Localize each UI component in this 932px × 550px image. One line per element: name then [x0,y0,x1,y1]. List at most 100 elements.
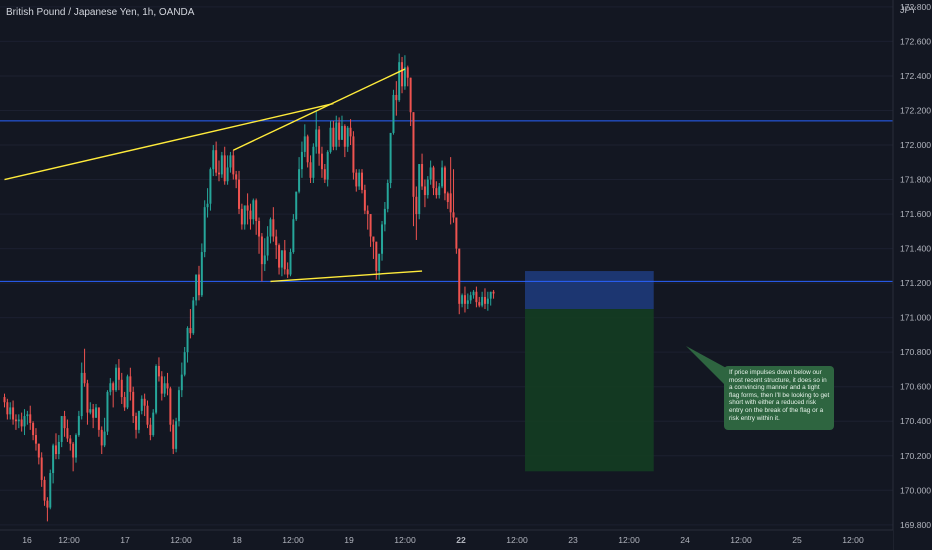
candle-body [260,236,263,265]
y-tick-label: 169.800 [900,520,931,530]
candle-body [26,414,29,417]
candle-body [415,196,418,215]
candle-body [192,300,195,334]
candle-body [203,207,206,253]
candle-body [366,210,369,215]
target-zone [525,309,654,472]
x-tick-label: 12:00 [58,535,80,545]
x-tick-label: 24 [680,535,690,545]
candle-body [75,435,77,458]
candle-body [438,186,441,196]
candle-body [372,236,375,242]
candle-body [389,132,392,183]
candle-body [318,129,321,154]
candle-body [266,236,269,256]
y-tick-label: 170.600 [900,382,931,392]
trendline [233,68,406,151]
candle-body [406,67,409,78]
stop-zone [525,271,654,310]
trade-idea-callout: If price impulses down below our most re… [724,366,834,430]
candle-body [66,428,69,439]
candle-body [20,419,23,427]
y-tick-label: 170.200 [900,451,931,461]
y-tick-label: 172.600 [900,36,931,46]
candle-body [6,402,9,415]
candle-body [209,169,212,204]
candle-body [212,150,215,170]
candle-body [289,252,292,275]
candle-body [246,205,249,211]
candle-body [100,429,103,446]
candle-body [92,409,95,418]
candle-body [135,416,138,430]
candle-body [34,435,37,444]
candle-body [29,414,32,423]
candle-body [218,172,220,175]
candle-body [57,441,60,455]
horizontal-levels [0,120,893,282]
candle-body [258,220,261,237]
candle-body [381,224,384,254]
candle-body [263,255,266,265]
y-tick-label: 171.000 [900,313,931,323]
candle-body [469,295,472,301]
candle-body [49,473,52,508]
x-tick-label: 12:00 [618,535,640,545]
candle-body [309,162,312,178]
candle-body [329,127,332,152]
candle-body [12,407,15,420]
candle-body [466,300,469,304]
candle-body [69,438,72,444]
candle-body [197,274,200,296]
candle-body [215,150,218,173]
candle-body [186,328,189,353]
candle-body [458,248,461,304]
candle-body [157,365,160,377]
candle-body [3,397,6,403]
x-tick-label: 12:00 [842,535,864,545]
x-tick-label: 18 [232,535,242,545]
candle-body [409,77,412,113]
y-tick-label: 170.800 [900,347,931,357]
candle-body [40,457,43,480]
candle-body [14,419,17,422]
candle-body [200,252,203,296]
candle-body [441,167,444,187]
x-tick-label: 16 [22,535,32,545]
x-tick-label: 12:00 [730,535,752,545]
candle-body [312,146,315,178]
candle-body [349,127,352,137]
candle-body [443,167,446,194]
x-tick-label: 22 [456,535,466,545]
candle-body [412,112,415,197]
x-tick-label: 19 [344,535,354,545]
x-tick-label: 12:00 [170,535,192,545]
time-scale-bg [0,530,893,550]
y-tick-label: 171.600 [900,209,931,219]
candle-body [395,94,398,101]
candle-body [343,126,346,147]
x-tick-label: 25 [792,535,802,545]
candle-body [432,167,435,189]
candle-body [60,416,63,442]
candle-body [315,129,318,147]
candle-body [363,189,366,211]
chart-title: British Pound / Japanese Yen, 1h, OANDA [6,7,195,18]
candle-body [226,167,229,182]
candle-body [286,269,289,275]
candle-body [54,445,57,455]
callout-text: If price impulses down below our most re… [729,369,830,422]
candle-series [3,53,495,522]
chart-grid [0,6,893,526]
x-tick-label: 12:00 [394,535,416,545]
candle-body [220,155,223,175]
candle-body [195,274,198,301]
candle-body [461,295,464,304]
candle-body [375,241,378,272]
candle-body [143,398,146,406]
candle-body [306,136,309,163]
candle-body [255,200,258,221]
price-scale-bg [893,0,932,550]
candle-body [223,155,226,182]
